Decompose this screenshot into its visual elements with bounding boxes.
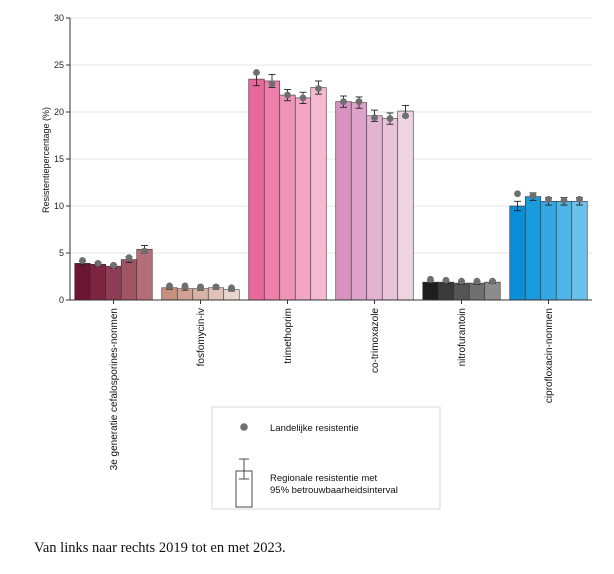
bar-0-0 [74, 263, 91, 301]
y-tick-label: 10 [54, 201, 64, 211]
legend-national-marker [240, 423, 248, 431]
bar-4-1 [437, 281, 455, 301]
legend-national-label: Landelijke resistentie [270, 423, 359, 434]
bar-4-3 [468, 282, 486, 301]
national-point-0-3 [125, 254, 133, 262]
category-label: fosfomycin-iv [196, 308, 207, 366]
bar-2-0 [248, 78, 265, 301]
national-point-1-2 [197, 283, 204, 291]
national-point-2-0 [253, 69, 260, 76]
legend-regional-label-1: Regionale resistentie met [270, 473, 378, 484]
national-point-5-2 [545, 196, 552, 203]
bar-5-3 [555, 201, 573, 301]
national-point-4-0 [427, 275, 434, 283]
axes [69, 18, 592, 304]
bar-5-0 [509, 205, 526, 301]
national-point-1-4 [228, 284, 235, 292]
category-label: co-trimoxazole [370, 308, 381, 373]
bar-4-4 [484, 281, 501, 301]
national-point-2-4 [315, 85, 322, 92]
national-point-4-4 [489, 277, 496, 285]
national-point-3-4 [402, 112, 409, 120]
bar-0-1 [89, 263, 107, 301]
y-tick-labels: 0 5 10 15 20 25 30 [54, 13, 64, 305]
national-point-0-4 [141, 247, 148, 255]
caption: Van links naar rechts 2019 tot en met 20… [34, 540, 286, 556]
bar-3-0 [335, 101, 352, 301]
national-point-0-1 [94, 259, 102, 267]
category-label: 3e generatie cefalosporines-nonmen [109, 308, 120, 470]
grid [66, 17, 592, 301]
errorbar-5-0 [514, 200, 521, 212]
bar-5-4 [571, 201, 588, 301]
bar-4-0 [422, 281, 439, 301]
y-tick-label: 30 [54, 13, 64, 23]
bar-3-1 [350, 102, 368, 301]
category-label: ciprofloxacin-nonmen [544, 308, 555, 403]
bar-0-2 [105, 265, 122, 301]
category-label: trimethoprim [283, 308, 294, 364]
bar-0-4 [136, 248, 153, 301]
bar-5-2 [540, 201, 557, 301]
bar-2-4 [310, 87, 327, 301]
national-points [79, 69, 583, 292]
category-label: nitrofurantoin [457, 308, 468, 366]
y-axis-title: Resistentiepercentage (%) [41, 107, 51, 213]
national-point-5-4 [576, 196, 583, 203]
national-point-5-1 [529, 192, 537, 200]
bar-3-2 [366, 115, 383, 301]
national-point-2-3 [299, 94, 307, 102]
bar-2-3 [294, 97, 312, 301]
national-point-0-2 [110, 261, 117, 269]
national-point-0-0 [79, 257, 86, 264]
national-point-3-1 [355, 98, 363, 106]
national-point-3-0 [340, 98, 347, 106]
national-point-3-2 [371, 114, 378, 122]
bar-5-1 [524, 196, 542, 301]
y-tick-label: 0 [59, 295, 64, 305]
national-point-1-0 [166, 282, 173, 290]
national-point-5-3 [560, 196, 568, 204]
national-point-2-2 [284, 91, 291, 99]
y-tick-label: 15 [54, 154, 64, 164]
national-point-1-1 [181, 282, 189, 290]
y-tick-label: 20 [54, 107, 64, 117]
error-bars [79, 72, 583, 292]
legend: Landelijke resistentie Regionale resiste… [211, 406, 441, 510]
bar-3-4 [397, 110, 414, 301]
national-point-1-3 [212, 283, 220, 291]
bars [74, 78, 588, 301]
national-point-4-2 [458, 277, 465, 285]
bar-2-2 [279, 94, 296, 301]
y-tick-label: 25 [54, 60, 64, 70]
national-point-5-0 [514, 190, 521, 198]
national-point-3-3 [386, 115, 394, 122]
bar-2-1 [263, 80, 281, 301]
legend-regional-marker [235, 458, 253, 508]
bar-4-2 [453, 282, 470, 301]
y-tick-label: 5 [59, 248, 64, 258]
national-point-2-1 [268, 80, 276, 88]
national-point-4-3 [473, 277, 481, 285]
national-point-4-1 [442, 276, 450, 284]
bar-3-3 [381, 118, 399, 301]
legend-regional-label-2: 95% betrouwbaarheidsinterval [270, 485, 398, 496]
bar-0-3 [120, 259, 138, 301]
category-labels: 3e generatie cefalosporines-nonmen fosfom… [109, 308, 555, 471]
